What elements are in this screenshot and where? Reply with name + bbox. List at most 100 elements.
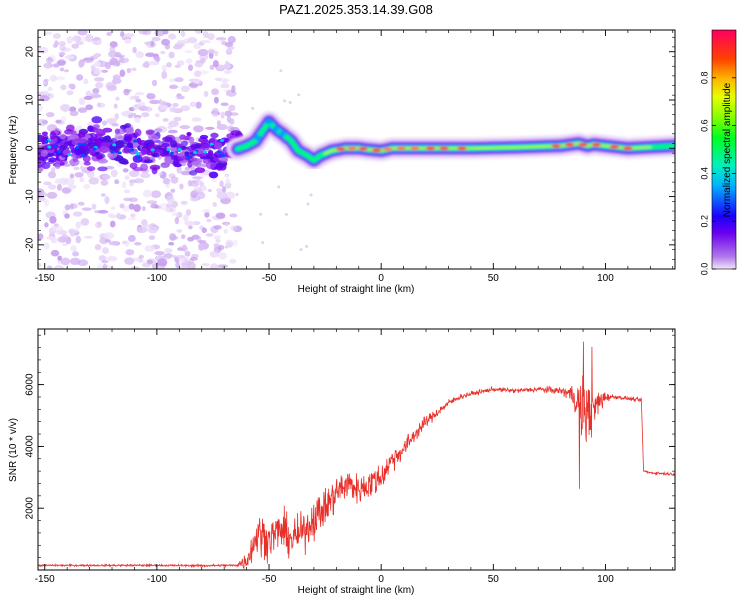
snr-y-label: SNR (10 * v/v) <box>8 418 19 482</box>
spectrogram-x-tick-label: -100 <box>147 273 167 284</box>
noise-speckle <box>51 224 56 232</box>
noise-speckle <box>229 118 235 125</box>
spectrogram-x-tick-label: -50 <box>262 273 277 284</box>
signal-blob <box>194 167 206 174</box>
noise-speckle <box>120 31 125 38</box>
noise-speckle <box>176 229 183 233</box>
noise-speckle <box>150 190 162 199</box>
noise-speckle <box>112 74 121 81</box>
spectrogram-x-tick-label: -150 <box>35 273 55 284</box>
noise-speckle <box>131 67 137 72</box>
signal-blob <box>83 161 91 166</box>
noise-speckle <box>221 186 227 194</box>
snr-series-line <box>38 341 675 570</box>
noise-speckle <box>148 235 156 240</box>
noise-speckle <box>49 216 57 224</box>
noise-speckle <box>213 235 221 240</box>
noise-speckle <box>138 254 145 259</box>
noise-speckle <box>225 245 229 249</box>
noise-speckle <box>138 30 149 35</box>
noise-speckle <box>58 51 66 56</box>
noise-speckle <box>146 200 158 204</box>
snr-y-tick-label: 2000 <box>25 497 36 520</box>
noise-speckle <box>184 250 191 257</box>
signal-blob <box>152 152 160 158</box>
noise-speckle <box>135 51 144 59</box>
noise-speckle <box>124 38 132 44</box>
noise-speckle <box>187 64 194 71</box>
noise-speckle <box>191 117 202 122</box>
noise-speckle <box>60 116 67 122</box>
noise-speckle <box>110 206 116 211</box>
noise-speckle <box>154 113 160 118</box>
ridge-peak <box>609 145 620 149</box>
noise-speckle <box>49 74 57 82</box>
noise-speckle <box>95 81 104 89</box>
signal-blob <box>177 147 182 151</box>
signal-blob <box>53 144 58 148</box>
signal-blob <box>155 144 163 151</box>
noise-speckle <box>180 30 186 38</box>
noise-speckle <box>277 185 281 189</box>
noise-speckle <box>122 168 129 173</box>
noise-speckle <box>135 98 142 103</box>
noise-speckle <box>176 254 186 259</box>
noise-speckle <box>130 266 140 269</box>
noise-speckle <box>168 33 177 40</box>
noise-speckle <box>185 58 193 64</box>
signal-blob <box>138 139 148 146</box>
noise-speckle <box>147 225 159 234</box>
signal-blob <box>121 142 132 148</box>
noise-speckle <box>91 65 96 72</box>
noise-speckle <box>104 196 110 205</box>
noise-speckle <box>57 255 62 261</box>
signal-blob <box>73 148 82 156</box>
noise-speckle <box>222 79 228 86</box>
signal-blob <box>169 140 177 148</box>
signal-blob <box>49 131 57 140</box>
noise-speckle <box>93 77 105 82</box>
signal-blob <box>129 162 138 169</box>
signal-blob <box>135 152 140 156</box>
noise-speckle <box>43 62 53 69</box>
noise-speckle <box>171 212 180 216</box>
noise-speckle <box>124 175 130 180</box>
noise-speckle <box>175 261 181 269</box>
signal-blob <box>208 138 216 145</box>
noise-speckle <box>166 62 172 68</box>
signal-blob <box>213 142 223 150</box>
noise-speckle <box>67 228 79 234</box>
noise-speckle <box>106 117 117 125</box>
noise-speckle <box>160 104 169 110</box>
signal-blob <box>166 148 171 152</box>
noise-speckle <box>78 60 84 68</box>
noise-speckle <box>284 212 288 216</box>
ridge-peak <box>425 146 436 151</box>
spectrogram-y-tick-label: 10 <box>25 94 36 106</box>
noise-speckle <box>174 77 184 83</box>
noise-speckle <box>38 262 42 268</box>
snr-x-tick-label: 100 <box>597 574 614 585</box>
noise-speckle <box>168 51 175 59</box>
noise-speckle <box>157 258 168 267</box>
noise-speckle <box>85 104 94 111</box>
spectrogram-y-tick-label: 0 <box>25 145 36 151</box>
signal-blob <box>203 150 208 154</box>
noise-speckle <box>297 93 301 97</box>
signal-blob <box>98 137 105 142</box>
signal-blob <box>141 147 148 156</box>
noise-speckle <box>212 60 219 68</box>
noise-speckle <box>108 241 120 246</box>
signal-blob <box>86 166 96 172</box>
noise-speckle <box>45 112 55 118</box>
noise-speckle <box>116 212 121 219</box>
noise-speckle <box>172 102 179 108</box>
noise-speckle <box>142 189 153 198</box>
noise-speckle <box>212 201 217 207</box>
colorbar-tick-label: 0.2 <box>699 215 709 228</box>
noise-speckle <box>194 70 202 78</box>
noise-speckle <box>114 51 122 58</box>
signal-blob <box>132 141 139 148</box>
noise-speckle <box>213 243 220 248</box>
noise-speckle <box>189 101 197 108</box>
